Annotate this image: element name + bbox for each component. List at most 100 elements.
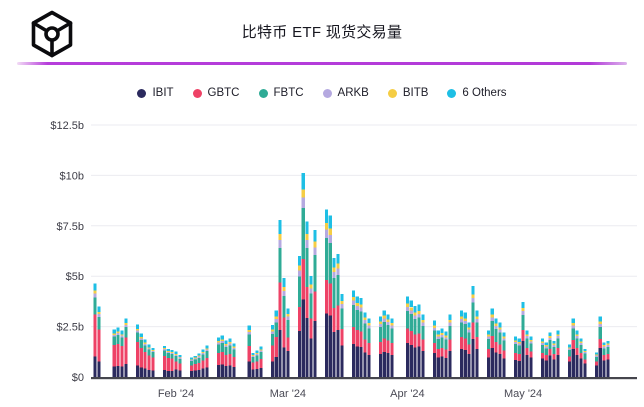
bar-segment-ibit[interactable] bbox=[544, 360, 548, 377]
bar-segment-bitb[interactable] bbox=[417, 311, 421, 314]
stacked-bar[interactable] bbox=[193, 355, 197, 377]
bar-segment-6-others[interactable] bbox=[386, 314, 390, 320]
bar-segment-arkb[interactable] bbox=[274, 318, 278, 323]
bar-segment-ibit[interactable] bbox=[525, 354, 529, 377]
bar-segment-gbtc[interactable] bbox=[166, 358, 170, 371]
bar-segment-arkb[interactable] bbox=[475, 318, 479, 323]
stacked-bar[interactable] bbox=[548, 332, 552, 377]
bar-segment-fbtc[interactable] bbox=[409, 314, 413, 332]
bar-segment-fbtc[interactable] bbox=[367, 328, 371, 344]
bar-segment-arkb[interactable] bbox=[328, 235, 332, 244]
bar-segment-bitb[interactable] bbox=[556, 334, 560, 337]
stacked-bar[interactable] bbox=[552, 340, 556, 377]
stacked-bar[interactable] bbox=[297, 256, 302, 377]
stacked-bar[interactable] bbox=[386, 314, 390, 377]
bar-segment-arkb[interactable] bbox=[255, 354, 259, 356]
bar-segment-gbtc[interactable] bbox=[444, 349, 448, 358]
bar-segment-fbtc[interactable] bbox=[359, 311, 363, 332]
bar-segment-6-others[interactable] bbox=[170, 349, 174, 352]
bar-segment-arkb[interactable] bbox=[282, 290, 286, 296]
bar-segment-6-others[interactable] bbox=[340, 294, 344, 301]
bar-segment-fbtc[interactable] bbox=[332, 278, 336, 309]
bar-segment-gbtc[interactable] bbox=[259, 358, 263, 368]
bar-segment-ibit[interactable] bbox=[274, 357, 278, 377]
bar-segment-ibit[interactable] bbox=[228, 365, 232, 377]
bar-segment-bitb[interactable] bbox=[513, 340, 518, 342]
bar-segment-6-others[interactable] bbox=[313, 229, 317, 242]
bar-segment-ibit[interactable] bbox=[490, 348, 494, 377]
bar-segment-arkb[interactable] bbox=[278, 240, 282, 248]
bar-segment-arkb[interactable] bbox=[421, 322, 425, 326]
bar-segment-ibit[interactable] bbox=[432, 353, 437, 377]
bar-segment-ibit[interactable] bbox=[467, 354, 471, 377]
bar-segment-fbtc[interactable] bbox=[189, 361, 194, 366]
stacked-bar[interactable] bbox=[529, 336, 533, 377]
bar-segment-fbtc[interactable] bbox=[247, 334, 251, 346]
bar-segment-bitb[interactable] bbox=[390, 322, 394, 326]
bar-segment-bitb[interactable] bbox=[270, 329, 275, 332]
bar-segment-fbtc[interactable] bbox=[340, 308, 344, 330]
bar-segment-fbtc[interactable] bbox=[378, 326, 383, 342]
bar-segment-ibit[interactable] bbox=[193, 370, 197, 377]
bar-segment-fbtc[interactable] bbox=[309, 293, 313, 319]
bar-segment-arkb[interactable] bbox=[363, 320, 367, 324]
bar-segment-fbtc[interactable] bbox=[259, 352, 263, 359]
bar-segment-bitb[interactable] bbox=[170, 352, 174, 353]
bar-segment-6-others[interactable] bbox=[228, 338, 232, 342]
bar-segment-arkb[interactable] bbox=[517, 343, 521, 346]
bar-segment-ibit[interactable] bbox=[178, 370, 182, 377]
bar-segment-arkb[interactable] bbox=[486, 336, 491, 339]
bar-segment-ibit[interactable] bbox=[382, 351, 386, 377]
bar-segment-fbtc[interactable] bbox=[324, 238, 329, 281]
bar-segment-6-others[interactable] bbox=[232, 343, 236, 347]
bar-segment-6-others[interactable] bbox=[529, 336, 533, 340]
stacked-bar[interactable] bbox=[224, 340, 228, 377]
bar-segment-ibit[interactable] bbox=[324, 313, 329, 378]
bar-segment-arkb[interactable] bbox=[97, 314, 101, 317]
bar-segment-bitb[interactable] bbox=[301, 189, 305, 198]
bar-segment-ibit[interactable] bbox=[174, 369, 178, 377]
bar-segment-bitb[interactable] bbox=[359, 304, 363, 308]
stacked-bar[interactable] bbox=[575, 330, 579, 377]
stacked-bar[interactable] bbox=[502, 332, 506, 377]
stacked-bar[interactable] bbox=[282, 278, 286, 377]
bar-segment-gbtc[interactable] bbox=[162, 356, 167, 371]
stacked-bar[interactable] bbox=[544, 342, 548, 377]
bar-segment-bitb[interactable] bbox=[567, 347, 572, 349]
bar-segment-ibit[interactable] bbox=[552, 359, 556, 377]
bar-segment-6-others[interactable] bbox=[552, 340, 556, 344]
bar-segment-6-others[interactable] bbox=[486, 330, 491, 335]
bar-segment-bitb[interactable] bbox=[502, 336, 506, 339]
stacked-bar[interactable] bbox=[259, 346, 263, 377]
bar-segment-fbtc[interactable] bbox=[355, 310, 359, 331]
bar-segment-fbtc[interactable] bbox=[448, 325, 452, 340]
bar-segment-fbtc[interactable] bbox=[413, 319, 417, 335]
bar-segment-ibit[interactable] bbox=[247, 361, 251, 377]
stacked-bar[interactable] bbox=[579, 338, 583, 377]
bar-segment-gbtc[interactable] bbox=[278, 282, 282, 330]
bar-segment-arkb[interactable] bbox=[540, 343, 545, 346]
bar-segment-arkb[interactable] bbox=[498, 329, 502, 333]
stacked-bar[interactable] bbox=[413, 306, 417, 377]
bar-segment-6-others[interactable] bbox=[444, 331, 448, 336]
stacked-bar[interactable] bbox=[432, 320, 437, 377]
stacked-bar[interactable] bbox=[336, 253, 340, 377]
bar-segment-fbtc[interactable] bbox=[382, 321, 386, 339]
stacked-bar[interactable] bbox=[490, 308, 494, 377]
bar-segment-fbtc[interactable] bbox=[232, 349, 236, 357]
stacked-bar[interactable] bbox=[205, 345, 209, 377]
legend-item-bitb[interactable]: BITB bbox=[387, 87, 428, 99]
bar-segment-ibit[interactable] bbox=[340, 345, 344, 377]
bar-segment-ibit[interactable] bbox=[567, 361, 572, 377]
bar-segment-6-others[interactable] bbox=[355, 296, 359, 303]
bar-segment-fbtc[interactable] bbox=[251, 357, 255, 363]
bar-segment-ibit[interactable] bbox=[540, 358, 545, 377]
bar-segment-gbtc[interactable] bbox=[205, 358, 209, 368]
stacked-bar[interactable] bbox=[112, 329, 116, 377]
bar-segment-ibit[interactable] bbox=[556, 354, 560, 377]
stacked-bar[interactable] bbox=[571, 318, 575, 377]
bar-segment-arkb[interactable] bbox=[355, 306, 359, 311]
bar-segment-fbtc[interactable] bbox=[313, 254, 317, 292]
bar-segment-fbtc[interactable] bbox=[502, 340, 506, 351]
bar-segment-bitb[interactable] bbox=[124, 322, 128, 325]
